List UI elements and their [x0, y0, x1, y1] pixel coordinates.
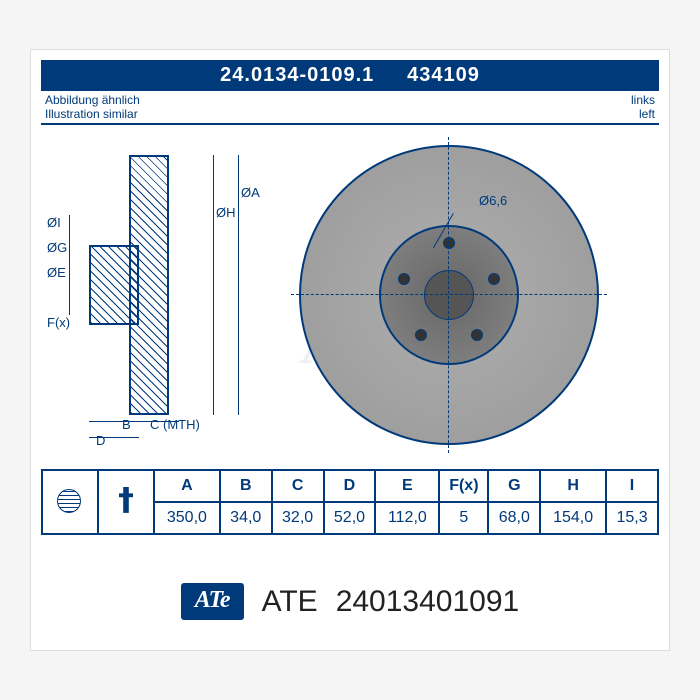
hub-cross-section [89, 245, 139, 325]
bolt-diameter-callout: Ø6,6 [479, 193, 507, 208]
dim-line-A [238, 155, 239, 415]
val-E: 112,0 [375, 502, 439, 534]
dimension-table: A B C D E F(x) G H I 350,0 34,0 32,0 52,… [41, 469, 659, 535]
col-F: F(x) [439, 470, 488, 502]
diagram-header: 24.0134-0109.1 434109 [41, 60, 659, 91]
col-D: D [324, 470, 376, 502]
technical-diagram: 24.0134-0109.1 434109 Abbildung ähnlich … [41, 60, 659, 536]
table-header-row: A B C D E F(x) G H I [42, 470, 658, 502]
val-I: 15,3 [606, 502, 658, 534]
col-G: G [488, 470, 540, 502]
note-en: Illustration similar [45, 107, 140, 121]
col-I: I [606, 470, 658, 502]
note-de: Abbildung ähnlich [45, 93, 140, 107]
dim-label-H: ØH [216, 205, 236, 220]
vented-rotor-icon [53, 489, 87, 511]
side-en: left [631, 107, 655, 121]
diagram-subheader: Abbildung ähnlich Illustration similar l… [41, 91, 659, 126]
val-C: 32,0 [272, 502, 324, 534]
col-A: A [154, 470, 220, 502]
col-E: E [375, 470, 439, 502]
footer-brand: ATE [262, 585, 318, 619]
drawing-area: ATe ØI ØG ØE F(x) ØH ØA D B C (MTH) [41, 125, 659, 465]
disc-front-view: Ø6,6 [299, 145, 599, 445]
short-code: 434109 [407, 64, 480, 86]
dim-line-H [213, 155, 214, 415]
ate-logo: ATe [181, 583, 244, 620]
cross-section-view [89, 155, 209, 415]
bolt-icon [119, 487, 133, 513]
dim-label-G: ØG [47, 240, 67, 255]
bolt-icon-cell [98, 470, 154, 534]
val-G: 68,0 [488, 502, 540, 534]
dim-label-E: ØE [47, 265, 66, 280]
rotor-type-icon-cell [42, 470, 98, 534]
col-B: B [220, 470, 272, 502]
card-footer: ATe ATE 24013401091 [41, 583, 659, 620]
dim-label-D: D [96, 433, 105, 448]
centerline-h [291, 294, 607, 295]
dim-label-A: ØA [241, 185, 260, 200]
val-A: 350,0 [154, 502, 220, 534]
centerline-v [448, 137, 449, 453]
val-F: 5 [439, 502, 488, 534]
dim-label-B: B [122, 417, 131, 432]
dim-label-I: ØI [47, 215, 61, 230]
dim-line-bottom [89, 421, 179, 422]
val-D: 52,0 [324, 502, 376, 534]
dim-label-F: F(x) [47, 315, 70, 330]
side-de: links [631, 93, 655, 107]
col-H: H [540, 470, 606, 502]
footer-code: 24013401091 [336, 585, 520, 619]
dim-line-bottom-d [89, 437, 139, 438]
val-B: 34,0 [220, 502, 272, 534]
part-number: 24.0134-0109.1 [220, 64, 374, 86]
val-H: 154,0 [540, 502, 606, 534]
dim-label-C: C (MTH) [150, 417, 200, 432]
dim-line [69, 215, 70, 315]
product-card: 24.0134-0109.1 434109 Abbildung ähnlich … [30, 49, 670, 652]
col-C: C [272, 470, 324, 502]
